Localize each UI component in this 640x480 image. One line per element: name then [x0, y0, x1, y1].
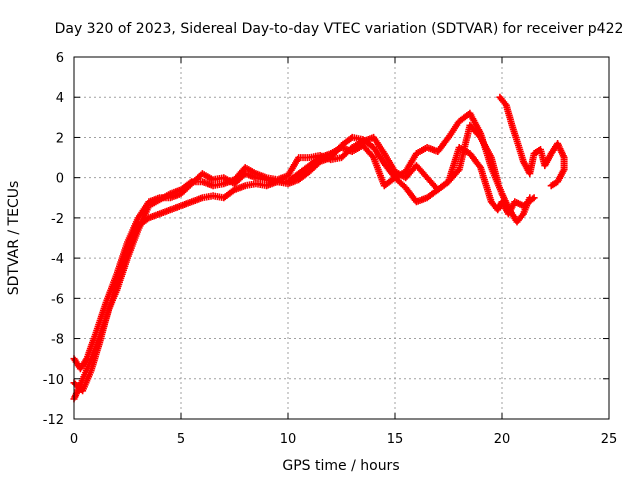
x-axis-label: GPS time / hours [282, 458, 399, 474]
tick-labels: -12 -10 -8 -6 -4 -2 0 2 4 6 0 5 10 15 20 25 [43, 51, 618, 447]
x-tick-label: 10 [280, 432, 297, 447]
y-tick-label: -12 [43, 413, 64, 428]
x-tick-label: 5 [177, 432, 185, 447]
data-track [70, 142, 538, 403]
y-tick-label: -2 [51, 212, 64, 227]
y-tick-label: -6 [51, 292, 64, 307]
y-tick-label: -10 [43, 373, 64, 388]
y-tick-label: -8 [51, 333, 64, 348]
grid-layer [74, 57, 609, 419]
data-point-markers [496, 93, 568, 190]
x-tick-label: 20 [494, 432, 511, 447]
data-point-markers [70, 142, 538, 403]
chart-title: Day 320 of 2023, Sidereal Day-to-day VTE… [55, 21, 624, 37]
x-tick-label: 25 [601, 432, 618, 447]
x-tick-label: 15 [387, 432, 404, 447]
y-tick-label: -4 [51, 252, 64, 267]
y-axis-label: SDTVAR / TECUs [6, 181, 22, 296]
y-tick-label: 6 [56, 51, 64, 66]
data-track [496, 93, 568, 190]
x-tick-label: 0 [70, 432, 78, 447]
y-tick-label: 2 [56, 131, 64, 146]
y-tick-label: 0 [56, 172, 64, 187]
data-points [70, 93, 568, 403]
y-tick-label: 4 [56, 91, 64, 106]
plot-frame [73, 56, 610, 420]
